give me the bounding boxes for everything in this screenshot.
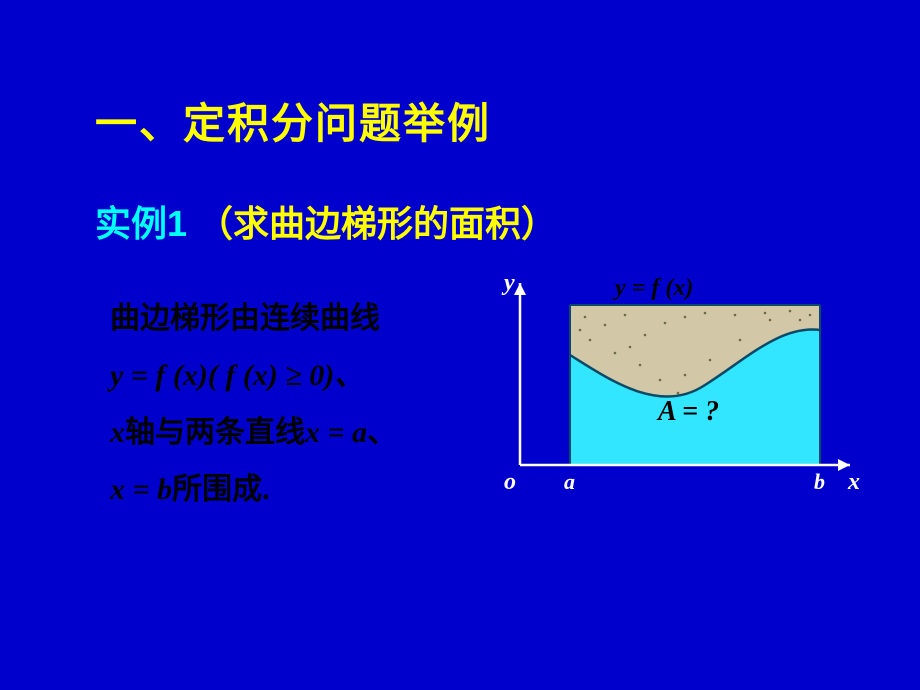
math-line3-cn2: 、	[367, 416, 397, 449]
curve-chart: y x o a b y = f (x) A = ?	[490, 265, 860, 505]
math-line1-cn: 曲边梯形由连续曲线	[110, 302, 380, 335]
math-line4-cn: 所围成.	[172, 473, 270, 506]
section-title: 一、定积分问题举例	[95, 90, 491, 151]
math-line2-eq: y = f (x)( f (x) ≥ 0)、	[110, 359, 364, 392]
chart-svg: y x o a b y = f (x) A = ?	[490, 265, 860, 505]
a-label: a	[564, 469, 575, 494]
example-heading: 实例1 （求曲边梯形的面积）	[95, 195, 557, 247]
math-line3-var: x	[110, 416, 125, 449]
example-desc: （求曲边梯形的面积）	[197, 203, 557, 244]
math-line3-cn1: 轴与两条直线	[125, 416, 305, 449]
math-line-1: 曲边梯形由连续曲线	[110, 290, 397, 347]
x-axis-label: x	[847, 469, 860, 495]
math-line4-eq: x = b	[110, 473, 172, 506]
math-line-2: y = f (x)( f (x) ≥ 0)、	[110, 347, 397, 404]
example-label: 实例1	[95, 203, 187, 244]
math-line-3: x轴与两条直线x = a、	[110, 404, 397, 461]
y-axis-label: y	[501, 270, 515, 296]
math-text: 曲边梯形由连续曲线 y = f (x)( f (x) ≥ 0)、 x轴与两条直线…	[110, 290, 397, 518]
math-line3-eq: x = a	[305, 416, 367, 449]
math-line-4: x = b所围成.	[110, 461, 397, 518]
origin-label: o	[504, 469, 516, 495]
b-label: b	[814, 469, 825, 494]
area-label: A = ?	[656, 396, 719, 427]
y-axis-arrow	[514, 283, 526, 295]
curve-label: y = f (x)	[612, 275, 693, 301]
